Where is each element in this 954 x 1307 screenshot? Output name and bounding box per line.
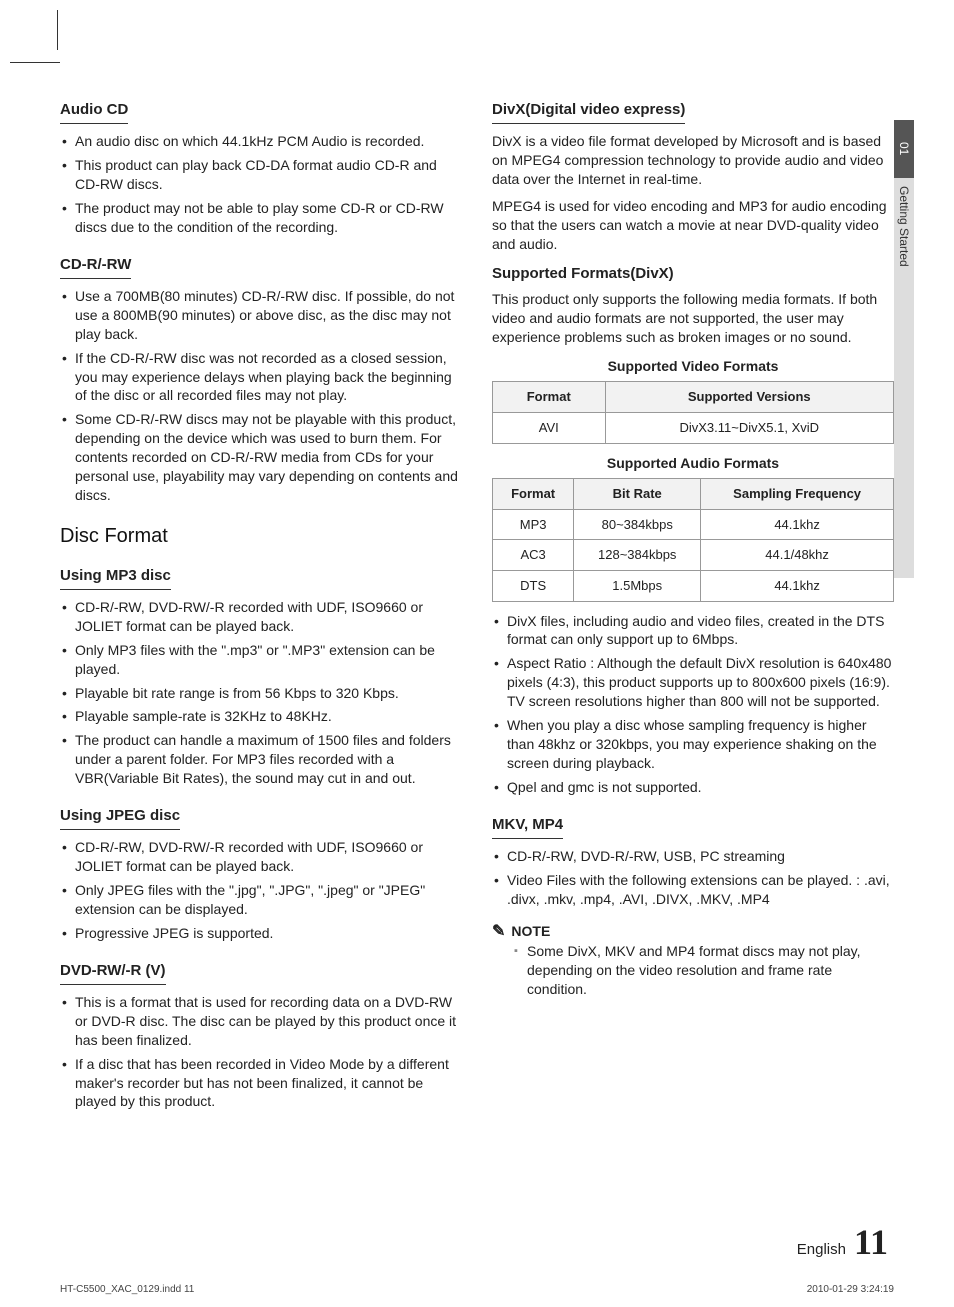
heading-mp3: Using MP3 disc xyxy=(60,566,171,590)
list-item: Only MP3 files with the ".mp3" or ".MP3"… xyxy=(60,641,462,679)
footer-language: English xyxy=(797,1241,846,1258)
list-item: When you play a disc whose sampling freq… xyxy=(492,716,894,773)
table-cell: 44.1/48khz xyxy=(701,540,894,571)
supfmt-paragraph: This product only supports the following… xyxy=(492,290,894,347)
table-header: Supported Versions xyxy=(605,382,894,413)
cdrrw-list: Use a 700MB(80 minutes) CD-R/-RW disc. I… xyxy=(60,287,462,505)
table-title-audio: Supported Audio Formats xyxy=(492,454,894,473)
heading-disc-format: Disc Format xyxy=(60,523,462,550)
list-item: Only JPEG files with the ".jpg", ".JPG",… xyxy=(60,881,462,919)
dvdrw-list: This is a format that is used for record… xyxy=(60,993,462,1111)
note-label: NOTE xyxy=(511,922,550,941)
divx-notes-list: DivX files, including audio and video fi… xyxy=(492,612,894,797)
list-item: Qpel and gmc is not supported. xyxy=(492,778,894,797)
audio-cd-list: An audio disc on which 44.1kHz PCM Audio… xyxy=(60,132,462,236)
page-footer: English 11 xyxy=(797,1221,888,1263)
chapter-title-tab: Getting Started xyxy=(894,178,914,578)
note-heading: ✎ NOTE xyxy=(492,921,894,943)
note-icon: ✎ xyxy=(492,921,505,943)
page-content: 01 Getting Started Audio CD An audio dis… xyxy=(60,90,894,1267)
section-tab: 01 Getting Started xyxy=(894,120,914,590)
table-header: Bit Rate xyxy=(574,479,701,510)
list-item: If a disc that has been recorded in Vide… xyxy=(60,1055,462,1112)
crop-mark-h xyxy=(10,55,60,63)
divx-paragraph: DivX is a video file format developed by… xyxy=(492,132,894,189)
heading-supported-formats: Supported Formats(DivX) xyxy=(492,264,894,284)
list-item: The product may not be able to play some… xyxy=(60,199,462,237)
audio-formats-table: Format Bit Rate Sampling Frequency MP3 8… xyxy=(492,478,894,601)
table-header: Format xyxy=(493,382,606,413)
heading-jpeg: Using JPEG disc xyxy=(60,806,180,830)
list-item: This is a format that is used for record… xyxy=(60,993,462,1050)
table-cell: 128~384kbps xyxy=(574,540,701,571)
heading-mkv-mp4: MKV, MP4 xyxy=(492,815,563,839)
crop-mark-v xyxy=(50,10,58,50)
list-item: CD-R/-RW, DVD-RW/-R recorded with UDF, I… xyxy=(60,838,462,876)
heading-cdrrw: CD-R/-RW xyxy=(60,255,131,279)
list-item: Playable bit rate range is from 56 Kbps … xyxy=(60,684,462,703)
list-item: Progressive JPEG is supported. xyxy=(60,924,462,943)
list-item: CD-R/-RW, DVD-R/-RW, USB, PC streaming xyxy=(492,847,894,866)
list-item: Video Files with the following extension… xyxy=(492,871,894,909)
table-cell: 44.1khz xyxy=(701,509,894,540)
jpeg-list: CD-R/-RW, DVD-RW/-R recorded with UDF, I… xyxy=(60,838,462,942)
mp3-list: CD-R/-RW, DVD-RW/-R recorded with UDF, I… xyxy=(60,598,462,788)
table-cell: 1.5Mbps xyxy=(574,571,701,602)
heading-dvdrw: DVD-RW/-R (V) xyxy=(60,961,166,985)
list-item: Playable sample-rate is 32KHz to 48KHz. xyxy=(60,707,462,726)
heading-audio-cd: Audio CD xyxy=(60,100,128,124)
table-cell: DTS xyxy=(493,571,574,602)
left-column: Audio CD An audio disc on which 44.1kHz … xyxy=(60,90,462,1119)
table-cell: AVI xyxy=(493,412,606,443)
print-timestamp: 2010-01-29 3:24:19 xyxy=(807,1284,894,1295)
table-cell: 44.1khz xyxy=(701,571,894,602)
right-column: DivX(Digital video express) DivX is a vi… xyxy=(492,90,894,1119)
table-cell: MP3 xyxy=(493,509,574,540)
table-cell: AC3 xyxy=(493,540,574,571)
list-item: Some DivX, MKV and MP4 format discs may … xyxy=(512,942,894,999)
list-item: Use a 700MB(80 minutes) CD-R/-RW disc. I… xyxy=(60,287,462,344)
list-item: This product can play back CD-DA format … xyxy=(60,156,462,194)
footer-page-number: 11 xyxy=(854,1221,888,1263)
divx-paragraph: MPEG4 is used for video encoding and MP3… xyxy=(492,197,894,254)
table-header: Format xyxy=(493,479,574,510)
mkv-list: CD-R/-RW, DVD-R/-RW, USB, PC streaming V… xyxy=(492,847,894,909)
table-cell: DivX3.11~DivX5.1, XviD xyxy=(605,412,894,443)
print-file: HT-C5500_XAC_0129.indd 11 xyxy=(60,1284,194,1295)
list-item: If the CD-R/-RW disc was not recorded as… xyxy=(60,349,462,406)
print-footer: HT-C5500_XAC_0129.indd 11 2010-01-29 3:2… xyxy=(60,1284,894,1295)
heading-divx: DivX(Digital video express) xyxy=(492,100,685,124)
list-item: CD-R/-RW, DVD-RW/-R recorded with UDF, I… xyxy=(60,598,462,636)
table-cell: 80~384kbps xyxy=(574,509,701,540)
video-formats-table: Format Supported Versions AVI DivX3.11~D… xyxy=(492,381,894,443)
table-title-video: Supported Video Formats xyxy=(492,357,894,376)
list-item: DivX files, including audio and video fi… xyxy=(492,612,894,650)
list-item: Some CD-R/-RW discs may not be playable … xyxy=(60,410,462,504)
list-item: The product can handle a maximum of 1500… xyxy=(60,731,462,788)
table-header: Sampling Frequency xyxy=(701,479,894,510)
list-item: Aspect Ratio : Although the default DivX… xyxy=(492,654,894,711)
chapter-number-tab: 01 xyxy=(894,120,914,178)
note-list: Some DivX, MKV and MP4 format discs may … xyxy=(492,942,894,999)
list-item: An audio disc on which 44.1kHz PCM Audio… xyxy=(60,132,462,151)
